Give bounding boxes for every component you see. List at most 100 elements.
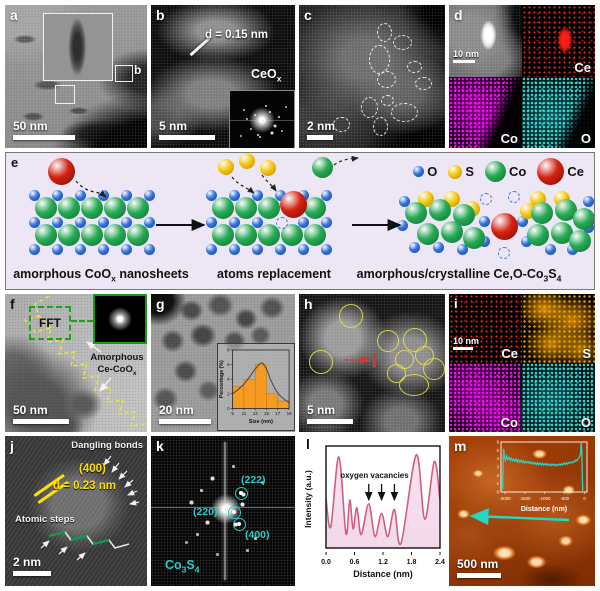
panel-h-hrtem-image: h 5 nm	[299, 294, 445, 432]
oxygen-vacancy-ellipse	[373, 117, 388, 136]
atom-legend: O S Co Ce	[413, 158, 584, 185]
o-atom	[28, 216, 40, 228]
o-atom	[97, 243, 109, 255]
scalebar-label: 10 nm	[453, 49, 480, 59]
ce-map-quadrant: i 10 nm Ce	[449, 294, 522, 363]
map-dark-region	[449, 76, 522, 148]
scalebar-label: 2 nm	[13, 555, 42, 569]
o-atom	[320, 189, 332, 201]
vacancy-circle	[309, 350, 333, 374]
caption-subscript: 3	[543, 273, 549, 284]
panel-g-tem-image: g 9 11 13 15 17 19 0 2 4 6 8 Size (nm) Percentage (%…	[151, 294, 295, 432]
co-atom	[211, 197, 234, 219]
co-atom	[126, 224, 149, 246]
co-map-label: Co	[500, 131, 518, 146]
panel-m-scalebar: 500 nm	[457, 557, 501, 578]
vacancy-circle	[377, 330, 399, 352]
afm-profile-chart: 0 1 2 3 4 5 6 -2000 -1500 -1000 -500 0 Distance (nm)	[497, 440, 588, 513]
scalebar-label: 5 nm	[307, 403, 336, 417]
o-atom	[143, 189, 155, 201]
o-atom	[228, 216, 240, 228]
o-atom	[516, 215, 528, 227]
y-tick-label: 1	[497, 481, 500, 486]
o-atom	[297, 243, 309, 255]
co-atom	[429, 199, 451, 221]
panel-b-hrtem-image: b d = 0.15 nm CeOx 5 nm	[151, 5, 295, 148]
o-atom	[120, 216, 132, 228]
co-atom	[417, 223, 439, 245]
y-tick-label: 2	[227, 391, 230, 396]
spot-label-400: (400)	[245, 529, 270, 541]
legend-item-ce: Ce	[537, 158, 584, 185]
spot-label-220: (220)	[193, 506, 218, 518]
co-atom	[234, 224, 257, 246]
o-map-quadrant: O	[522, 363, 595, 432]
ce-atom	[490, 212, 518, 240]
oxygen-vacancy-ellipse	[391, 103, 418, 122]
panel-c-label: c	[304, 7, 312, 23]
histogram-bar	[277, 400, 290, 409]
o-atom	[274, 189, 286, 201]
o-atom	[228, 243, 240, 255]
scalebar-label: 20 nm	[159, 403, 194, 417]
vacancy-circle	[423, 358, 445, 380]
scalebar-line	[13, 571, 51, 576]
ce-rich-blob	[555, 23, 574, 56]
legend-item-s: S	[448, 164, 474, 179]
panel-d-label: d	[454, 7, 463, 23]
o-atom	[251, 189, 263, 201]
co-atom	[126, 197, 149, 219]
vacancy-circle	[387, 364, 406, 383]
co-atom	[80, 197, 103, 219]
caption-atoms-replacement: atoms replacement	[217, 267, 331, 281]
o-atom	[396, 219, 408, 231]
co-atom	[453, 204, 475, 226]
spot-label-222: (222)	[241, 474, 266, 486]
x-tick-label: 2.4	[435, 559, 445, 566]
panel-m-afm-image: m 0 1 2 3 4 5 6 -2000 -1500 -1000 -500 0 Distance (n…	[449, 436, 595, 586]
x-tick-label: 17	[275, 411, 280, 416]
s-atom	[260, 160, 276, 176]
x-tick-label: 0.6	[350, 559, 360, 566]
legend-item-co: Co	[485, 161, 526, 182]
panel-j-markers	[40, 455, 140, 561]
ce-map-label: Ce	[501, 346, 518, 361]
scalebar-line	[307, 419, 353, 424]
scalebar-line	[159, 419, 211, 424]
oxygen-vacancy-ellipse	[377, 23, 392, 42]
co-map-quadrant: Co	[449, 76, 522, 148]
o-map-quadrant: O	[522, 76, 595, 148]
panel-a-scalebar: 50 nm	[13, 119, 75, 140]
o-atom	[51, 243, 63, 255]
o-atom	[143, 243, 155, 255]
phase-subscript: x	[276, 73, 282, 84]
panel-e-atoms	[6, 153, 594, 289]
o-atom	[120, 189, 132, 201]
dangling-bonds-annotation: Dangling bonds	[71, 440, 143, 451]
co-map-label: Co	[500, 415, 518, 430]
legend-label: Ce	[567, 164, 584, 179]
o-atom	[408, 241, 420, 253]
panel-m-label: m	[454, 438, 467, 454]
height-profile-line	[501, 441, 584, 491]
co-atom	[34, 197, 57, 219]
histogram-bar	[266, 393, 279, 409]
fft-roi-box: FFT	[29, 306, 71, 340]
panel-l-label: l	[306, 436, 310, 452]
o-atom	[274, 243, 286, 255]
panel-d-scalebar: 10 nm	[453, 49, 479, 63]
o-map-label: O	[580, 415, 591, 430]
lattice-fringes	[5, 436, 147, 586]
o-atom	[520, 235, 532, 247]
x-tick-label: -1000	[539, 496, 551, 501]
o-atom	[582, 195, 594, 207]
o-atom	[228, 189, 240, 201]
d-spacing-annotation: d = 0.15 nm	[205, 29, 268, 41]
x-axis-label: Distance (nm)	[521, 506, 567, 513]
caption-subscript: x	[111, 273, 116, 284]
distribution-curve	[232, 362, 290, 404]
o-atom	[97, 216, 109, 228]
o-atom	[432, 241, 444, 253]
x-tick-label: 0	[583, 496, 586, 501]
y-tick-label: 3	[497, 465, 500, 470]
